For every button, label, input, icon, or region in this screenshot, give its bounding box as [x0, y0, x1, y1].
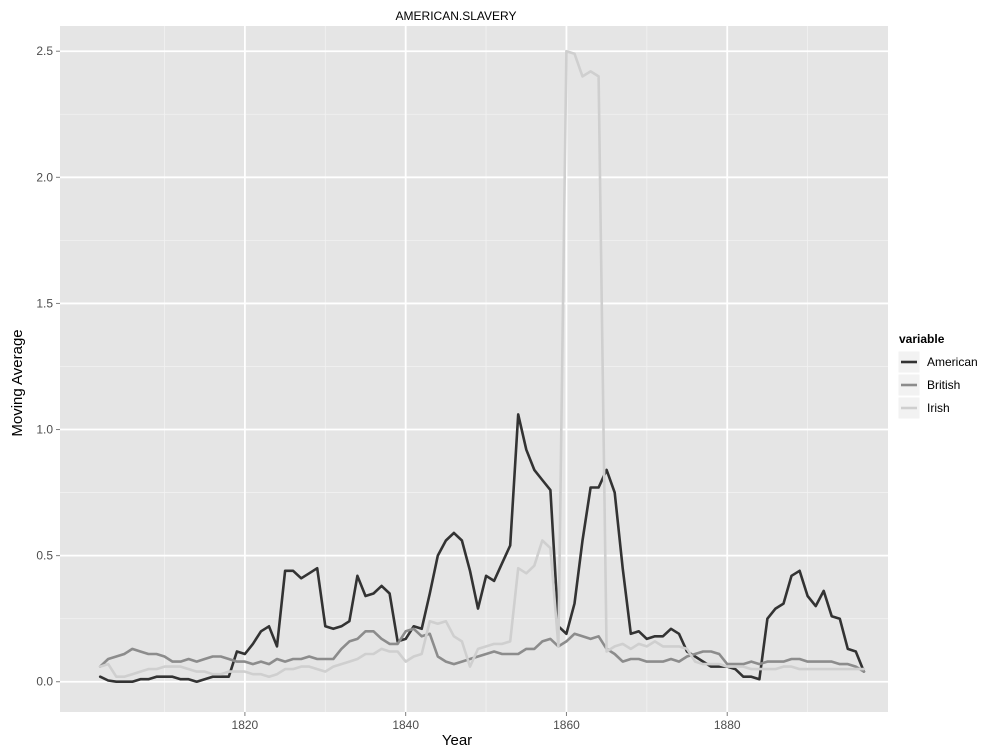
legend-label-american: American [927, 355, 978, 369]
series-line-american [98, 413, 866, 684]
y-tick-label: 0.0 [36, 675, 53, 689]
series-line-irish [98, 49, 866, 679]
y-tick-label: 2.5 [36, 44, 53, 58]
y-tick-label: 0.5 [36, 549, 53, 563]
legend-items: American British Irish [897, 350, 978, 420]
legend-label-british: British [927, 378, 960, 392]
y-tick-label: 1.0 [36, 423, 53, 437]
y-axis-title: Moving Average [9, 329, 26, 436]
x-tick-label: 1880 [714, 718, 741, 732]
series-layer [98, 49, 866, 684]
x-tick-label: 1860 [553, 718, 580, 732]
legend: variable American British Irish [897, 332, 978, 420]
grid-major [60, 26, 888, 712]
x-axis-title: Year [442, 732, 472, 746]
x-tick-label: 1820 [232, 718, 259, 732]
plot-panel [60, 26, 888, 712]
y-tick-label: 1.5 [36, 296, 53, 310]
legend-title: variable [899, 332, 945, 346]
chart-title: AMERICAN.SLAVERY [396, 9, 517, 23]
grid-minor [60, 26, 888, 712]
x-axis: 1820 1840 1860 1880 [232, 712, 741, 732]
y-tick-label: 2.0 [36, 170, 53, 184]
series-line-british [98, 627, 866, 673]
x-tick-label: 1840 [392, 718, 419, 732]
legend-label-irish: Irish [927, 401, 950, 415]
y-axis: 0.0 0.5 1.0 1.5 2.0 2.5 [36, 44, 60, 689]
